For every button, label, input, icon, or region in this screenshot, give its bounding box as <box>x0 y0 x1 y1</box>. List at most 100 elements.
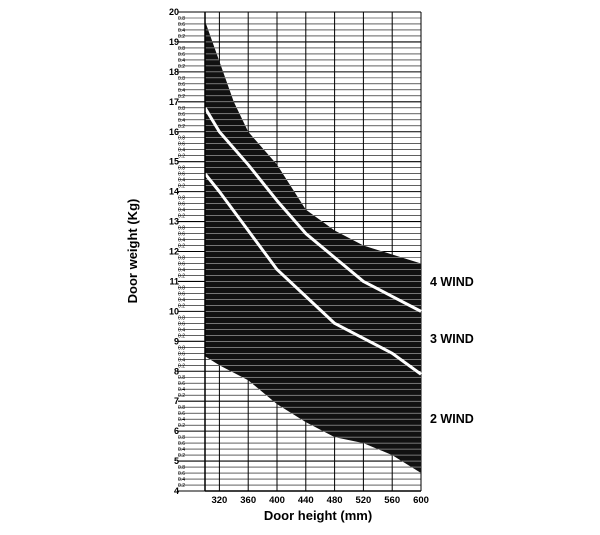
y-tick-label-minor: 0.6 <box>178 261 185 267</box>
y-tick-label-minor: 0.2 <box>178 214 185 220</box>
x-tick-label: 440 <box>298 495 314 506</box>
y-tick-label-minor: 0.8 <box>178 76 185 82</box>
filled-range-area <box>205 20 421 474</box>
y-tick-label-minor: 0.2 <box>178 94 185 100</box>
y-tick-label-minor: 0.6 <box>178 381 185 387</box>
y-tick-label-minor: 0.2 <box>178 363 185 369</box>
y-tick-label-minor: 0.8 <box>178 315 185 321</box>
x-tick-label: 320 <box>211 495 227 506</box>
y-tick-label-minor: 0.2 <box>178 244 185 250</box>
y-tick-label-minor: 0.4 <box>178 327 185 333</box>
y-tick-label-minor: 0.4 <box>178 357 185 363</box>
y-tick-label-minor: 0.6 <box>178 112 185 118</box>
y-tick-label-minor: 0.8 <box>178 16 185 22</box>
y-tick-label-minor: 0.2 <box>178 154 185 160</box>
y-tick-label-minor: 0.4 <box>178 447 185 453</box>
y-tick-label-minor: 0.4 <box>178 297 185 303</box>
y-tick-label-minor: 0.4 <box>178 88 185 94</box>
y-tick-label-minor: 0.4 <box>178 208 185 214</box>
y-tick-label: 13 <box>169 217 179 227</box>
y-tick-label: 10 <box>169 306 179 316</box>
y-tick-label: 15 <box>169 157 179 167</box>
series-lines-layer <box>203 107 422 376</box>
y-tick-label-minor: 0.2 <box>178 303 185 309</box>
y-tick-label-minor: 0.2 <box>178 333 185 339</box>
y-tick-label-minor: 0.4 <box>178 118 185 124</box>
x-tick-label: 560 <box>384 495 400 506</box>
y-tick-label-minor: 0.8 <box>178 375 185 381</box>
y-tick-label: 8 <box>174 366 179 376</box>
x-tick-label: 360 <box>240 495 256 506</box>
y-tick-label: 5 <box>174 456 179 466</box>
y-tick-label: 16 <box>169 127 179 137</box>
y-tick-label: 19 <box>169 37 179 47</box>
y-tick-label-minor: 0.8 <box>178 405 185 411</box>
y-tick-label-minor: 0.8 <box>178 465 185 471</box>
y-tick-label-minor: 0.6 <box>178 411 185 417</box>
y-tick-label-minor: 0.4 <box>178 148 185 154</box>
y-tick-label-minor: 0.2 <box>178 64 185 70</box>
y-tick-label-minor: 0.4 <box>178 267 185 273</box>
y-tick-label-minor: 0.8 <box>178 435 185 441</box>
x-tick-label: 520 <box>355 495 371 506</box>
y-tick-label: 4 <box>174 486 179 496</box>
x-tick-labels: 320 360 400 440 480 520 560 600 <box>211 495 428 506</box>
y-tick-label: 14 <box>169 187 179 197</box>
y-tick-label-minor: 0.4 <box>178 58 185 64</box>
y-tick-label: 9 <box>174 336 179 346</box>
y-tick-label-minor: 0.8 <box>178 106 185 112</box>
x-tick-label: 400 <box>269 495 285 506</box>
y-tick-label: 20 <box>169 7 179 17</box>
y-tick-label-minor: 0.6 <box>178 142 185 148</box>
y-tick-label-minor: 0.8 <box>178 285 185 291</box>
y-tick-label-minor: 0.6 <box>178 291 185 297</box>
y-tick-label-minor: 0.6 <box>178 351 185 357</box>
y-tick-label-minor: 0.4 <box>178 387 185 393</box>
y-tick-label-minor: 0.2 <box>178 34 185 40</box>
y-tick-label: 7 <box>174 396 179 406</box>
series-label-4-wind: 4 WIND <box>430 275 474 289</box>
series-line-4-wind <box>203 107 422 313</box>
y-tick-label-minor: 0.6 <box>178 321 185 327</box>
y-tick-label: 18 <box>169 67 179 77</box>
y-tick-label-minor: 0.2 <box>178 393 185 399</box>
y-tick-label-minor: 0.4 <box>178 238 185 244</box>
y-tick-labels: 4 0.20.40.60.85 0.20.40.60.86 0.20.40.60.87… <box>169 7 185 496</box>
y-tick-label-minor: 0.8 <box>178 196 185 202</box>
y-axis-title: Door weight (Kg) <box>125 199 140 304</box>
y-tick-label-minor: 0.6 <box>178 22 185 28</box>
y-tick-label-minor: 0.8 <box>178 166 185 172</box>
y-tick-label-minor: 0.6 <box>178 82 185 88</box>
y-tick-label-minor: 0.2 <box>178 273 185 279</box>
y-tick-label-minor: 0.6 <box>178 52 185 58</box>
y-tick-label-minor: 0.4 <box>178 477 185 483</box>
axes-layer <box>204 12 421 492</box>
y-tick-label-minor: 0.8 <box>178 136 185 142</box>
x-axis-title: Door height (mm) <box>264 508 372 523</box>
series-label-3-wind: 3 WIND <box>430 332 474 346</box>
series-label-2-wind: 2 WIND <box>430 412 474 426</box>
y-tick-label-minor: 0.2 <box>178 483 185 489</box>
y-tick-label-minor: 0.2 <box>178 453 185 459</box>
y-tick-label-minor: 0.6 <box>178 441 185 447</box>
y-tick-label-minor: 0.6 <box>178 471 185 477</box>
series-line-3-wind <box>203 172 422 376</box>
y-tick-label-minor: 0.6 <box>178 232 185 238</box>
y-tick-label-minor: 0.8 <box>178 226 185 232</box>
y-tick-label-minor: 0.8 <box>178 255 185 261</box>
y-tick-label-minor: 0.4 <box>178 417 185 423</box>
x-tick-label: 600 <box>413 495 429 506</box>
y-tick-label-minor: 0.8 <box>178 46 185 52</box>
y-tick-label: 17 <box>169 97 179 107</box>
y-tick-label-minor: 0.2 <box>178 124 185 130</box>
y-tick-label-minor: 0.6 <box>178 202 185 208</box>
x-tick-label: 480 <box>327 495 343 506</box>
y-tick-label-minor: 0.2 <box>178 423 185 429</box>
y-tick-label-minor: 0.2 <box>178 184 185 190</box>
y-tick-label: 11 <box>169 276 179 286</box>
y-tick-label-minor: 0.8 <box>178 345 185 351</box>
y-tick-label: 12 <box>169 247 179 257</box>
y-tick-label: 6 <box>174 426 179 436</box>
